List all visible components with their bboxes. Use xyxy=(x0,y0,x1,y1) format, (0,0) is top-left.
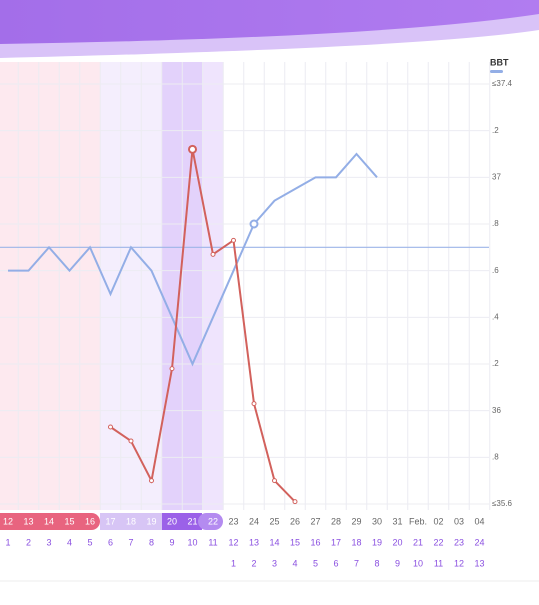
cycle-day: 20 xyxy=(392,537,402,547)
date-label: Feb. xyxy=(409,516,427,526)
cycle-day: 2 xyxy=(26,537,31,547)
y-tick-label: 37 xyxy=(492,172,501,181)
next-cycle-day: 1 xyxy=(231,558,236,568)
date-label: 14 xyxy=(44,516,54,526)
cycle-day: 18 xyxy=(351,537,361,547)
date-label: 25 xyxy=(269,516,279,526)
date-label: 26 xyxy=(290,516,300,526)
y-tick-label: ≤37.4 xyxy=(492,79,513,88)
date-label: 28 xyxy=(331,516,341,526)
date-label: 21 xyxy=(187,516,197,526)
cycle-day: 21 xyxy=(413,537,423,547)
cycle-day: 13 xyxy=(249,537,259,547)
next-cycle-day: 8 xyxy=(374,558,379,568)
grid xyxy=(0,62,491,510)
data-point xyxy=(108,424,113,430)
date-label: 19 xyxy=(146,516,156,526)
data-point xyxy=(128,438,134,444)
data-point xyxy=(149,478,154,484)
legend-swatch xyxy=(490,70,503,73)
next-cycle-day: 9 xyxy=(395,558,400,568)
data-point xyxy=(292,499,298,505)
date-label: 31 xyxy=(392,516,402,526)
date-label: 04 xyxy=(474,516,484,526)
date-label: 23 xyxy=(228,516,238,526)
cycle-day: 24 xyxy=(474,537,484,547)
next-cycle-day: 12 xyxy=(454,558,464,568)
date-label: 18 xyxy=(126,516,136,526)
next-cycle-day: 3 xyxy=(272,558,277,568)
data-point xyxy=(249,219,259,229)
ovulation-pill xyxy=(162,513,202,530)
data-point xyxy=(188,144,197,154)
date-label: 17 xyxy=(105,516,115,526)
y-tick-label: ≤35.6 xyxy=(492,499,513,508)
date-label: 02 xyxy=(433,516,443,526)
header-banner xyxy=(0,0,539,44)
cycle-day: 12 xyxy=(228,537,238,547)
cycle-day: 23 xyxy=(454,537,464,547)
cycle-day: 9 xyxy=(169,537,174,547)
cycle-day: 8 xyxy=(149,537,154,547)
next-cycle-day: 10 xyxy=(413,558,423,568)
series-line xyxy=(109,149,296,503)
cycle-day: 4 xyxy=(67,537,72,547)
y-tick-label: .4 xyxy=(492,312,499,321)
next-cycle-day: 6 xyxy=(333,558,338,568)
data-point xyxy=(169,366,175,372)
y-tick-label: .2 xyxy=(492,359,499,368)
data-point xyxy=(231,237,236,243)
fertile-band xyxy=(202,62,223,510)
cycle-day: 7 xyxy=(128,537,133,547)
period-band xyxy=(0,62,100,510)
cycle-day: 19 xyxy=(372,537,382,547)
next-cycle-day: 5 xyxy=(313,558,318,568)
y-tick-label: 36 xyxy=(492,406,501,415)
data-point xyxy=(272,478,277,484)
y-tick-label: .8 xyxy=(492,452,499,461)
date-label: 22 xyxy=(208,516,218,526)
date-label: 29 xyxy=(351,516,361,526)
date-label: 13 xyxy=(23,516,33,526)
next-cycle-day: 13 xyxy=(474,558,484,568)
date-label: 30 xyxy=(372,516,382,526)
cycle-day: 11 xyxy=(208,537,217,547)
next-cycle-day: 7 xyxy=(354,558,359,568)
cycle-day: 6 xyxy=(108,537,113,547)
y-tick-label: .8 xyxy=(492,219,499,228)
cycle-day: 5 xyxy=(87,537,92,547)
fertile-band xyxy=(100,62,162,510)
data-point xyxy=(210,251,216,257)
series-line xyxy=(8,152,378,367)
fertile-pill xyxy=(198,513,223,530)
date-label: 03 xyxy=(454,516,464,526)
cycle-day: 1 xyxy=(5,537,10,547)
data-point xyxy=(251,401,257,407)
date-label: 20 xyxy=(167,516,177,526)
period-pill xyxy=(0,513,100,530)
date-label: 27 xyxy=(310,516,320,526)
cycle-day: 14 xyxy=(269,537,279,547)
next-cycle-day: 2 xyxy=(251,558,256,568)
y-tick-label: .6 xyxy=(492,266,499,275)
next-cycle-day: 4 xyxy=(292,558,297,568)
cycle-day: 3 xyxy=(46,537,51,547)
date-label: 24 xyxy=(249,516,259,526)
cycle-day: 10 xyxy=(187,537,197,547)
cycle-day: 16 xyxy=(310,537,320,547)
date-label: 12 xyxy=(3,516,13,526)
cycle-day: 15 xyxy=(290,537,300,547)
cycle-day: 22 xyxy=(433,537,443,547)
y-tick-label: .2 xyxy=(492,126,499,135)
cycle-day: 17 xyxy=(331,537,341,547)
next-cycle-day: 11 xyxy=(434,558,443,568)
date-label: 15 xyxy=(64,516,74,526)
fertile-pill xyxy=(100,513,162,530)
legend-label: BBT xyxy=(490,57,509,67)
date-label: 16 xyxy=(85,516,95,526)
